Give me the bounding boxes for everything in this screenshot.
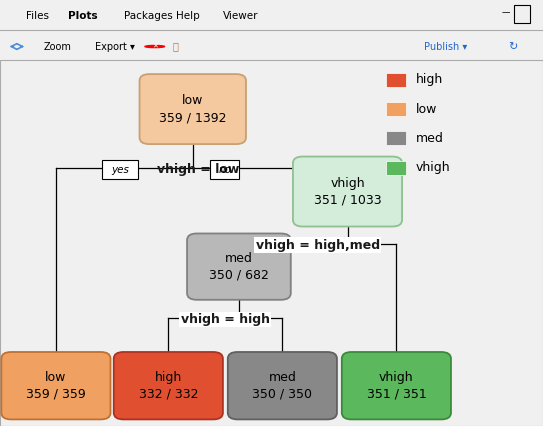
Text: vhigh
351 / 1033: vhigh 351 / 1033 bbox=[314, 176, 381, 207]
FancyBboxPatch shape bbox=[210, 161, 239, 179]
Bar bbox=[386, 161, 406, 175]
FancyBboxPatch shape bbox=[187, 233, 291, 300]
Text: ✕: ✕ bbox=[152, 43, 157, 49]
Text: vhigh
351 / 351: vhigh 351 / 351 bbox=[367, 371, 426, 401]
Text: Export ▾: Export ▾ bbox=[95, 41, 135, 52]
Text: Packages: Packages bbox=[124, 11, 173, 20]
Text: Publish ▾: Publish ▾ bbox=[424, 41, 467, 52]
Text: Plots: Plots bbox=[68, 11, 98, 20]
Text: med: med bbox=[416, 132, 444, 145]
FancyBboxPatch shape bbox=[114, 352, 223, 420]
Text: high: high bbox=[416, 73, 443, 86]
Text: high
332 / 332: high 332 / 332 bbox=[138, 371, 198, 401]
Bar bbox=[386, 102, 406, 116]
Text: —: — bbox=[502, 9, 510, 17]
Text: low
359 / 359: low 359 / 359 bbox=[26, 371, 86, 401]
Text: low
359 / 1392: low 359 / 1392 bbox=[159, 94, 226, 124]
Circle shape bbox=[145, 46, 165, 48]
Text: vhigh = high: vhigh = high bbox=[181, 313, 270, 326]
Text: vhigh = low: vhigh = low bbox=[157, 164, 240, 176]
Text: 🖌: 🖌 bbox=[173, 41, 179, 52]
Text: med
350 / 682: med 350 / 682 bbox=[209, 252, 269, 282]
Text: Help: Help bbox=[176, 11, 200, 20]
Text: yes: yes bbox=[112, 165, 129, 175]
Text: Zoom: Zoom bbox=[43, 41, 71, 52]
Bar bbox=[514, 5, 530, 23]
Text: Viewer: Viewer bbox=[223, 11, 258, 20]
FancyBboxPatch shape bbox=[1, 352, 111, 420]
FancyBboxPatch shape bbox=[140, 74, 246, 144]
FancyBboxPatch shape bbox=[228, 352, 337, 420]
Text: Files: Files bbox=[26, 11, 49, 20]
Text: low: low bbox=[416, 103, 437, 115]
Text: vhigh: vhigh bbox=[416, 161, 451, 174]
FancyBboxPatch shape bbox=[293, 156, 402, 227]
Bar bbox=[386, 73, 406, 87]
Text: vhigh = high,med: vhigh = high,med bbox=[256, 239, 380, 251]
Text: no: no bbox=[219, 165, 232, 175]
Text: med
350 / 350: med 350 / 350 bbox=[252, 371, 312, 401]
FancyBboxPatch shape bbox=[102, 161, 138, 179]
Bar bbox=[386, 132, 406, 145]
Text: ↻: ↻ bbox=[508, 41, 517, 52]
FancyBboxPatch shape bbox=[342, 352, 451, 420]
